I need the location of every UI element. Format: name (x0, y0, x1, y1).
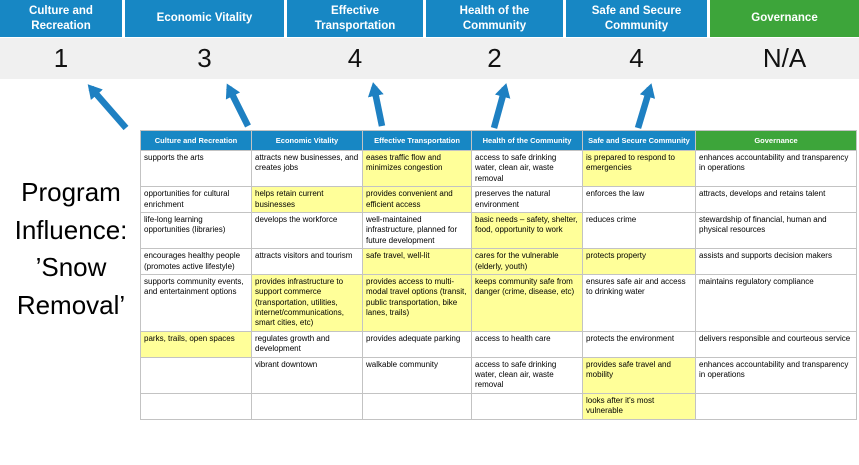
banner-cell-safe-secure-community: Safe and Secure Community (566, 0, 707, 37)
table-cell-r4-c1: provides infrastructure to support comme… (252, 274, 362, 331)
table-cell-r3-c4: protects property (583, 249, 695, 274)
banner-cell-effective-transportation: Effective Transportation (287, 0, 423, 37)
table-cell-r2-c4: reduces crime (583, 212, 695, 249)
table-header-5: Governance (696, 131, 856, 150)
table-cell-r2-c0: life-long learning opportunities (librar… (141, 212, 251, 249)
arrow-icon-4 (490, 83, 511, 129)
arrow-icon-5 (634, 83, 656, 129)
table-cell-r0-c1: attracts new businesses, and creates job… (252, 151, 362, 187)
score-culture-recreation: 1 (53, 43, 69, 73)
table-header-3: Health of the Community (472, 131, 582, 150)
arrow-icon-1 (87, 84, 129, 131)
table-cell-r0-c0: supports the arts (141, 151, 251, 187)
banner-cell-economic-vitality: Economic Vitality (125, 0, 284, 37)
table-header-4: Safe and Secure Community (583, 131, 695, 150)
table-cell-r7-c4: looks after it's most vulnerable (583, 393, 695, 419)
banner-cell-governance: Governance (710, 0, 859, 37)
table-cell-r0-c3: access to safe drinking water, clean air… (472, 151, 582, 187)
table-cell-r5-c2: provides adequate parking (363, 331, 471, 357)
table-header-1: Economic Vitality (252, 131, 362, 150)
table-cell-r5-c1: regulates growth and development (252, 331, 362, 357)
influence-table: Culture and Recreation Economic Vitality E… (140, 130, 857, 420)
table-cell-r1-c2: provides convenient and efficient access (363, 187, 471, 212)
banner-cell-health-community: Health of the Community (426, 0, 563, 37)
table-cell-r6-c4: provides safe travel and mobility (583, 357, 695, 393)
table-cell-r4-c0: supports community events, and entertain… (141, 274, 251, 331)
table-header-2: Effective Transportation (363, 131, 471, 150)
score-band: 1 3 4 2 4 N/A (0, 38, 859, 79)
table-cell-r7-c3 (472, 393, 582, 419)
table-cell-r0-c5: enhances accountability and transparency… (696, 151, 856, 187)
table-cell-r2-c5: stewardship of financial, human and phys… (696, 212, 856, 249)
score-arrows (87, 82, 656, 131)
score-economic-vitality: 3 (197, 43, 212, 73)
table-cell-r5-c3: access to health care (472, 331, 582, 357)
table-header-0: Culture and Recreation (141, 131, 251, 150)
table-cell-r2-c3: basic needs – safety, shelter, food, opp… (472, 212, 582, 249)
table-cell-r1-c0: opportunities for cultural enrichment (141, 187, 251, 212)
table-cell-r6-c2: walkable community (363, 357, 471, 393)
score-safe-secure-community: 4 (629, 43, 644, 73)
table-cell-r7-c5 (696, 393, 856, 419)
score-health-community: 2 (487, 43, 502, 73)
table-cell-r2-c1: develops the workforce (252, 212, 362, 249)
table-cell-r0-c2: eases traffic flow and minimizes congest… (363, 151, 471, 187)
table-cell-r3-c3: cares for the vulnerable (elderly, youth… (472, 249, 582, 274)
program-influence-label: Program Influence: ’Snow Removal’ (14, 177, 128, 321)
table-cell-r5-c4: protects the environment (583, 331, 695, 357)
score-governance: N/A (762, 43, 807, 73)
table-cell-r3-c0: encourages healthy people (promotes acti… (141, 249, 251, 274)
table-cell-r1-c4: enforces the law (583, 187, 695, 212)
table-cell-r7-c2 (363, 393, 471, 419)
table-cell-r3-c2: safe travel, well-lit (363, 249, 471, 274)
table-cell-r6-c5: enhances accountability and transparency… (696, 357, 856, 393)
table-cell-r3-c5: assists and supports decision makers (696, 249, 856, 274)
category-banner: Culture and Recreation Economic Vitality… (0, 0, 859, 37)
banner-cell-culture-recreation: Culture and Recreation (0, 0, 122, 37)
table-cell-r1-c5: attracts, develops and retains talent (696, 187, 856, 212)
arrow-icon-2 (225, 83, 251, 128)
table-cell-r0-c4: is prepared to respond to emergencies (583, 151, 695, 187)
score-effective-transportation: 4 (347, 43, 363, 73)
table-cell-r6-c0 (141, 357, 251, 393)
table-cell-r1-c3: preserves the natural environment (472, 187, 582, 212)
table-cell-r7-c1 (252, 393, 362, 419)
table-cell-r3-c1: attracts visitors and tourism (252, 249, 362, 274)
table-cell-r1-c1: helps retain current businesses (252, 187, 362, 212)
table-cell-r5-c5: delivers responsible and courteous servi… (696, 331, 856, 357)
table-cell-r6-c1: vibrant downtown (252, 357, 362, 393)
table-cell-r5-c0: parks, trails, open spaces (141, 331, 251, 357)
table-cell-r4-c3: keeps community safe from danger (crime,… (472, 274, 582, 331)
table-cell-r2-c2: well-maintained infrastructure, planned … (363, 212, 471, 249)
table-cell-r4-c2: provides access to multi-modal travel op… (363, 274, 471, 331)
table-cell-r4-c5: maintains regulatory compliance (696, 274, 856, 331)
arrow-icon-3 (367, 82, 386, 127)
table-cell-r4-c4: ensures safe air and access to drinking … (583, 274, 695, 331)
table-cell-r6-c3: access to safe drinking water, clean air… (472, 357, 582, 393)
table-cell-r7-c0 (141, 393, 251, 419)
